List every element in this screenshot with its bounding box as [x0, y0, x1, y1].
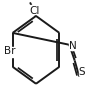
FancyBboxPatch shape	[79, 68, 86, 76]
FancyBboxPatch shape	[27, 6, 42, 15]
FancyBboxPatch shape	[69, 42, 76, 50]
Text: N: N	[69, 40, 76, 50]
FancyBboxPatch shape	[4, 48, 19, 57]
Text: Br: Br	[4, 46, 16, 56]
Text: Cl: Cl	[29, 6, 39, 16]
Text: S: S	[79, 66, 85, 76]
